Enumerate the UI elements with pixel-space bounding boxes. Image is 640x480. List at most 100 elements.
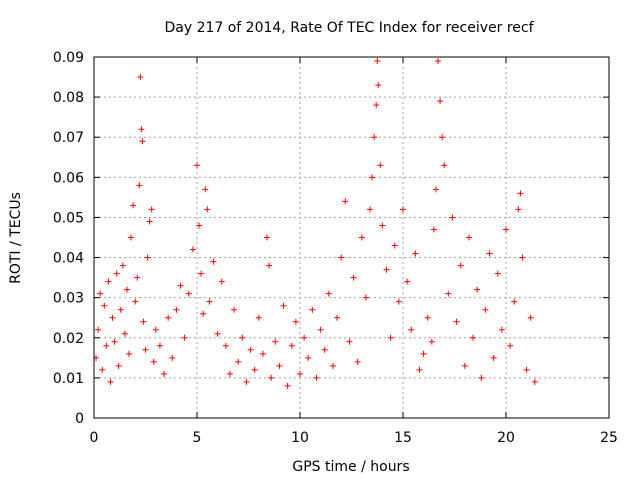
data-point <box>198 270 205 277</box>
y-tick-label: 0.02 <box>53 331 84 347</box>
data-point <box>313 374 320 381</box>
data-point <box>511 298 518 305</box>
data-point <box>371 134 378 141</box>
data-point <box>150 358 157 365</box>
data-point <box>486 250 493 257</box>
data-point <box>449 214 456 221</box>
data-point <box>264 234 271 241</box>
plot-frame <box>93 56 610 419</box>
data-point <box>297 370 303 377</box>
data-point <box>369 174 376 181</box>
x-tick-label: 20 <box>497 430 515 446</box>
data-point <box>507 342 514 349</box>
data-point <box>109 314 116 321</box>
data-point <box>202 186 209 193</box>
data-point <box>137 74 144 81</box>
data-point <box>284 382 291 389</box>
data-point <box>465 234 472 241</box>
data-point <box>301 334 308 341</box>
data-point <box>457 262 464 269</box>
y-tick-label: 0.09 <box>53 50 84 66</box>
data-point <box>408 326 415 333</box>
data-point <box>259 350 266 357</box>
data-point <box>517 190 524 197</box>
data-point <box>251 366 258 373</box>
data-point <box>527 314 534 321</box>
data-point <box>373 102 380 109</box>
y-tick-label: 0.01 <box>53 371 84 387</box>
data-point <box>247 346 254 353</box>
x-tick-label: 0 <box>90 430 99 446</box>
data-point <box>136 182 143 189</box>
data-point <box>138 126 145 133</box>
data-point <box>218 278 225 285</box>
data-point <box>121 330 128 337</box>
data-point <box>95 326 102 333</box>
data-point <box>97 290 104 297</box>
data-point <box>350 274 357 281</box>
data-point <box>140 318 147 325</box>
grid <box>94 57 609 418</box>
data-point <box>412 250 419 257</box>
data-point <box>400 206 406 213</box>
data-point <box>377 162 384 169</box>
data-point <box>428 338 435 345</box>
data-point <box>494 270 501 277</box>
data-point <box>148 206 155 213</box>
data-point <box>420 350 427 357</box>
data-point <box>235 358 242 365</box>
data-point <box>445 290 452 297</box>
data-point <box>103 342 110 349</box>
y-tick-label: 0.04 <box>53 251 84 267</box>
data-point <box>432 186 439 193</box>
y-tick-label: 0.03 <box>53 291 84 307</box>
data-point <box>111 338 118 345</box>
data-point <box>387 334 394 341</box>
data-point <box>101 302 108 309</box>
x-tick-label: 10 <box>291 430 309 446</box>
data-point <box>146 218 153 225</box>
axis-ticks: 0 5 10 15 20 25 0 0.01 0.02 0.03 0.04 0.05 0.06 0.07 0… <box>53 50 618 446</box>
x-tick-label: 5 <box>193 430 202 446</box>
data-point <box>391 242 398 249</box>
data-point <box>189 246 196 253</box>
data-point <box>276 362 283 369</box>
data-point <box>142 346 149 353</box>
data-point <box>214 330 221 337</box>
data-point <box>437 98 444 105</box>
data-point <box>519 254 526 261</box>
data-point <box>144 254 151 261</box>
data-point <box>119 262 126 269</box>
data-point <box>288 342 295 349</box>
data-point <box>367 206 374 213</box>
y-axis-label: ROTI / TECUs <box>8 192 24 284</box>
data-point <box>478 374 485 381</box>
data-point <box>210 258 217 265</box>
data-point <box>441 162 448 169</box>
data-point <box>498 326 505 333</box>
y-tick-label: 0.06 <box>53 170 84 186</box>
data-point <box>266 262 273 269</box>
data-point <box>161 370 168 377</box>
data-point <box>358 234 365 241</box>
data-point <box>222 342 229 349</box>
data-point <box>117 306 124 313</box>
data-point <box>305 354 312 361</box>
data-point <box>404 278 411 285</box>
y-tick-label: 0.05 <box>53 210 84 226</box>
data-point <box>123 286 130 293</box>
data-point <box>231 306 238 313</box>
data-point <box>169 354 176 361</box>
x-tick-label: 15 <box>394 430 412 446</box>
data-point <box>531 378 538 385</box>
y-tick-label: 0 <box>75 411 84 427</box>
y-tick-label: 0.08 <box>53 90 84 106</box>
data-point <box>470 334 477 341</box>
data-point <box>453 318 460 325</box>
data-point <box>329 362 336 369</box>
data-point <box>416 366 423 373</box>
data-point <box>383 266 390 273</box>
data-point <box>503 226 509 233</box>
x-axis-label: GPS time / hours <box>292 459 409 475</box>
